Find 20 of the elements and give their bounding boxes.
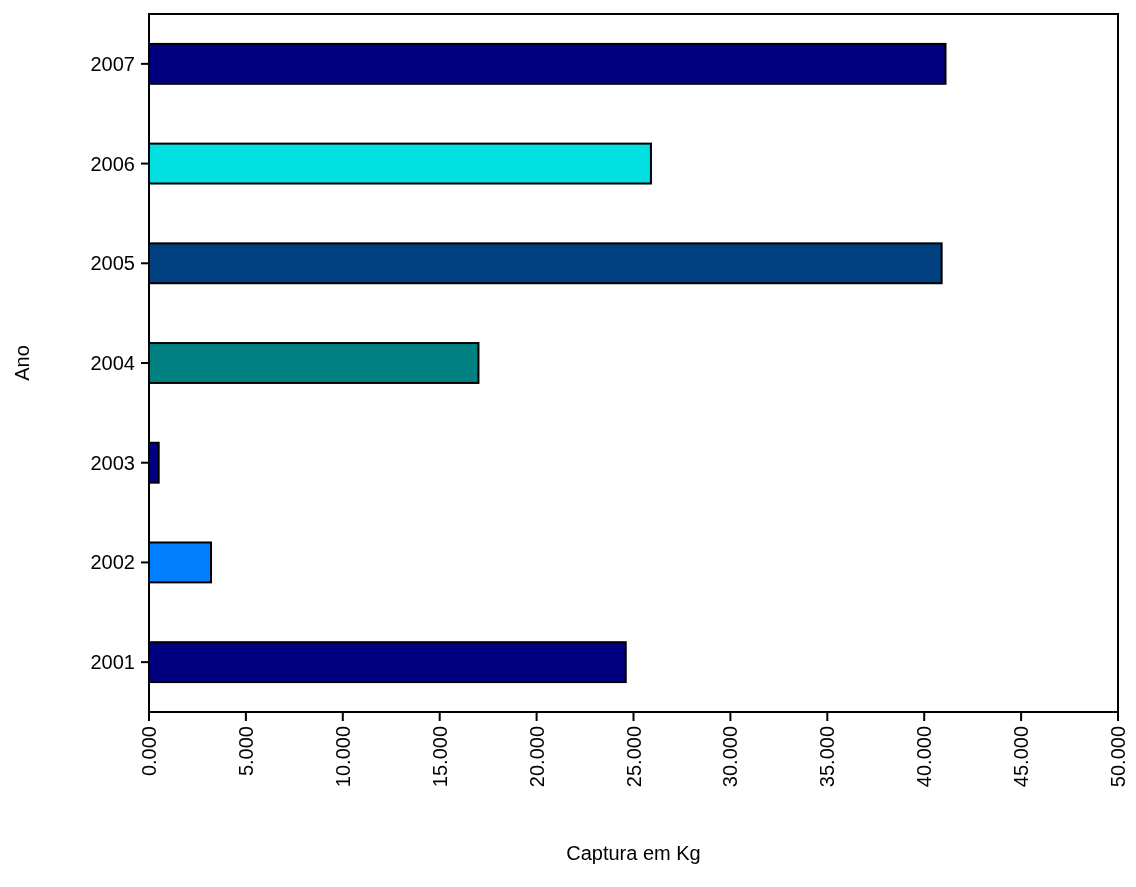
y-tick-label: 2001 [90,651,135,674]
x-tick-label: 45.000 [1010,726,1033,788]
x-tick-label: 5.000 [234,726,257,777]
y-tick-label: 2002 [90,551,135,574]
x-tick-label: 35.000 [816,726,839,788]
y-tick-label: 2006 [90,152,135,175]
x-tick-label: 25.000 [622,726,645,788]
x-tick-label: 10.000 [331,726,354,788]
x-tick-label: 15.000 [428,726,451,788]
x-axis-title: Captura em Kg [566,842,701,864]
y-tick-label: 2004 [90,352,135,374]
x-tick-label: 30.000 [719,726,742,788]
x-tick-label: 20.000 [525,726,548,788]
x-tick-label: 40.000 [913,726,936,788]
y-tick-label: 2003 [90,451,135,474]
x-tick-label: 0.000 [138,726,160,777]
y-axis-title: Ano [11,345,33,381]
x-tick-label: 50.000 [1107,726,1129,788]
y-tick-label: 2005 [90,252,135,275]
y-tick-label: 2007 [90,52,135,75]
